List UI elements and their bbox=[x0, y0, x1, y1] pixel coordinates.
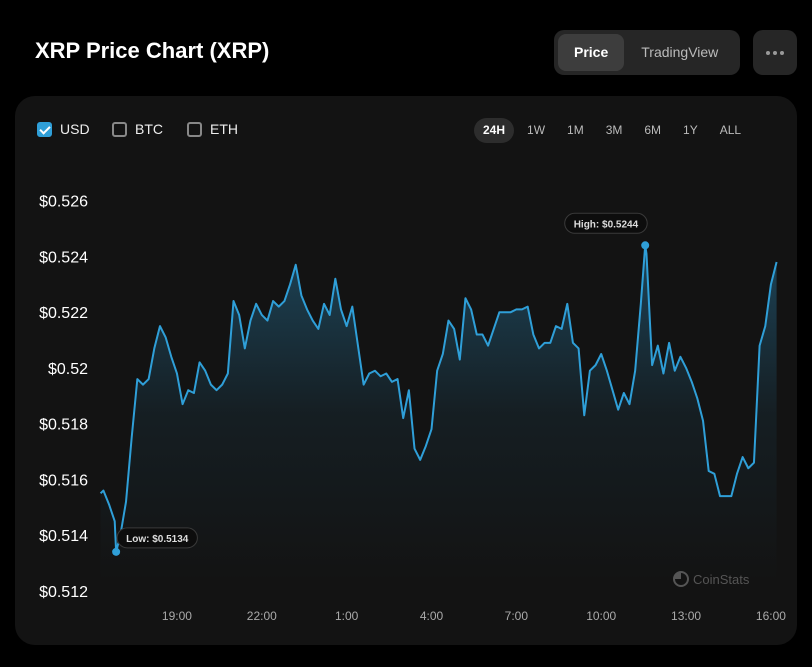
currency-label: ETH bbox=[210, 121, 238, 137]
range-button[interactable]: 6M bbox=[644, 123, 662, 137]
currency-toggle[interactable]: BTC bbox=[112, 121, 163, 137]
annotation-bg bbox=[564, 212, 648, 234]
y-tick-label: $0.526 bbox=[39, 194, 88, 211]
y-tick-label: $0.512 bbox=[39, 584, 88, 601]
range-button[interactable]: 24H bbox=[474, 118, 515, 143]
x-tick-label: 19:00 bbox=[162, 609, 192, 623]
x-tick-label: 1:00 bbox=[335, 609, 359, 623]
x-tick-label: 13:00 bbox=[671, 609, 701, 623]
y-tick-label: $0.514 bbox=[39, 528, 88, 545]
x-tick-label: 22:00 bbox=[247, 609, 277, 623]
view-tab[interactable]: Price bbox=[558, 34, 625, 71]
checkbox[interactable] bbox=[112, 121, 127, 137]
area bbox=[100, 245, 777, 582]
annotation-bg bbox=[116, 527, 198, 549]
currency-label: USD bbox=[60, 121, 90, 137]
x-tick-label: 10:00 bbox=[586, 609, 616, 623]
annotation-label: Low: $0.5134 bbox=[126, 534, 189, 545]
view-tab[interactable]: TradingView bbox=[641, 44, 719, 60]
checkbox[interactable] bbox=[187, 121, 202, 137]
currency-toggle[interactable]: ETH bbox=[187, 121, 238, 137]
checkbox[interactable] bbox=[37, 121, 52, 137]
annotation-label: High: $0.5244 bbox=[574, 219, 639, 230]
y-tick-label: $0.524 bbox=[39, 249, 88, 266]
y-tick-label: $0.516 bbox=[39, 472, 88, 489]
extreme-point bbox=[641, 241, 650, 250]
y-tick-label: $0.518 bbox=[39, 417, 88, 434]
x-tick-label: 16:00 bbox=[756, 609, 786, 623]
currency-toggle[interactable]: USD bbox=[37, 121, 90, 137]
range-button[interactable]: 1M bbox=[567, 123, 584, 137]
annotation: Low: $0.5134 bbox=[116, 527, 198, 549]
page-title: XRP Price Chart (XRP) bbox=[35, 38, 270, 63]
range-button[interactable]: ALL bbox=[719, 123, 742, 137]
more-icon bbox=[766, 51, 784, 55]
x-tick-label: 4:00 bbox=[420, 609, 444, 623]
range-button[interactable]: 1W bbox=[527, 123, 546, 137]
extreme-point bbox=[112, 547, 121, 556]
range-button[interactable]: 3M bbox=[605, 123, 623, 137]
range-button[interactable]: 1Y bbox=[683, 123, 698, 137]
range-selector: 24H 1W 1M 3M 6M 1Y ALL bbox=[474, 118, 750, 143]
view-tabs: Price TradingView bbox=[554, 30, 740, 75]
x-tick-label: 7:00 bbox=[505, 609, 529, 623]
more-button[interactable] bbox=[753, 30, 797, 75]
y-tick-label: $0.52 bbox=[48, 361, 88, 378]
y-tick-label: $0.522 bbox=[39, 305, 88, 322]
price-line bbox=[99, 244, 778, 553]
annotation: High: $0.5244 bbox=[564, 212, 648, 234]
currency-label: BTC bbox=[135, 121, 163, 137]
